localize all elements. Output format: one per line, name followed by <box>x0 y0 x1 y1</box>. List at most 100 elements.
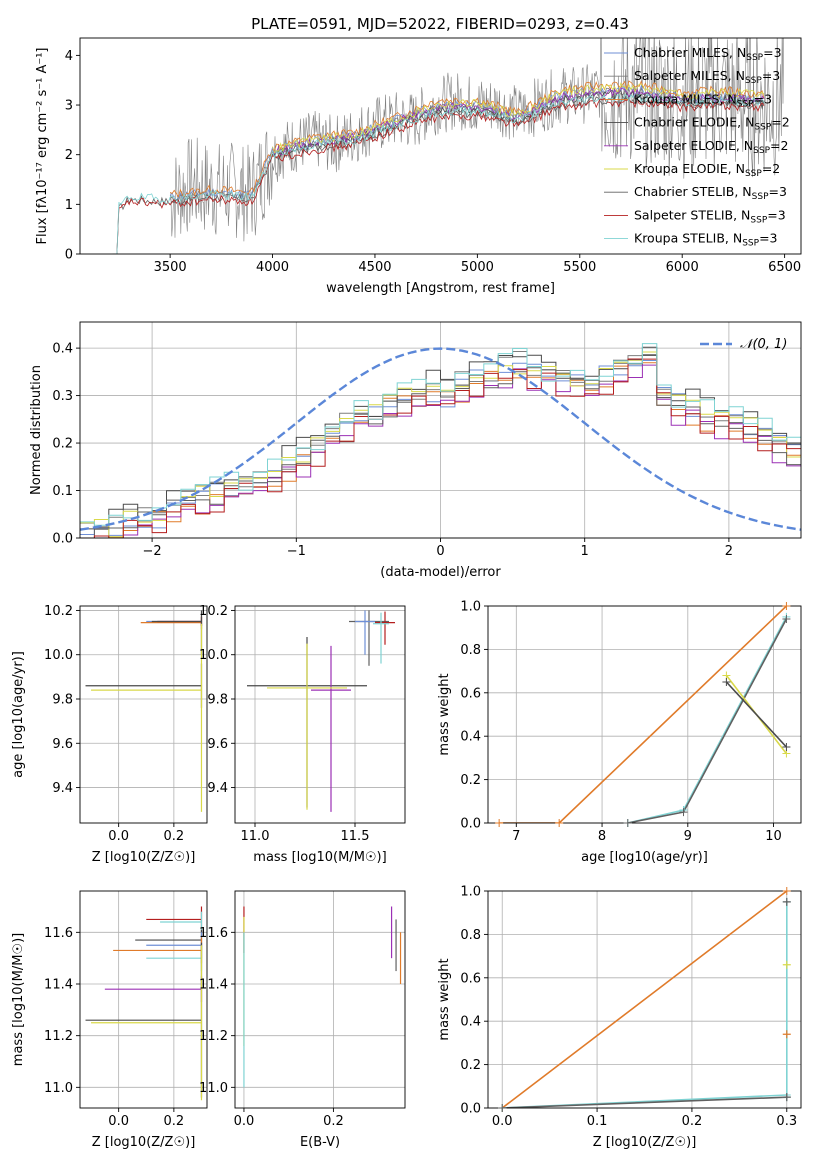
y-tick-label: 10.0 <box>44 648 73 663</box>
weight-marker <box>555 819 564 827</box>
panel-mass-vs-Z: 0.0 0.2 11.0 11.2 11.4 11.6 Z [log10(Z/Z☉)] mas… <box>11 890 208 1150</box>
x-axis-label: (data-model)/error <box>380 565 501 580</box>
x-axis-label: mass [log10(M/M☉)] <box>253 850 386 865</box>
y-tick-label: 0.6 <box>460 971 481 986</box>
normal-curve <box>80 347 801 531</box>
y-tick-label: 11.0 <box>44 1081 73 1096</box>
panel-weight-vs-age: 7 8 9 10 0.0 0.2 0.4 0.6 0.8 1.0 age [log10(age/yr… <box>437 600 802 865</box>
y-axis-label: Normed distribution <box>29 365 44 495</box>
y-tick-label: 4 <box>65 49 73 64</box>
y-tick-label: 0.8 <box>460 928 481 943</box>
plot-area <box>80 343 801 538</box>
y-tick-label: 0.8 <box>460 643 481 658</box>
plot-area <box>85 906 203 1101</box>
y-tick-label: 9.8 <box>52 693 73 708</box>
y-tick-label: 0.2 <box>460 773 481 788</box>
y-tick-label: 11.2 <box>199 1029 228 1044</box>
weight-marker <box>782 960 791 969</box>
y-axis-label: Flux [fλ10⁻¹⁷ erg cm⁻² s⁻¹ A⁻¹] <box>35 48 50 245</box>
y-tick-label: 9.8 <box>207 693 228 708</box>
x-tick-label: 11.0 <box>241 829 270 844</box>
plot-area <box>112 38 784 254</box>
y-tick-label: 0.4 <box>460 1015 481 1030</box>
residual-histogram <box>80 364 801 538</box>
figure-title: PLATE=0591, MJD=52022, FIBERID=0293, z=0… <box>251 15 629 33</box>
y-axis-label: mass weight <box>437 673 452 755</box>
x-axis-label: Z [log10(Z/Z☉)] <box>593 1135 697 1150</box>
x-tick-label: 6500 <box>768 260 801 275</box>
weight-marker <box>782 743 791 752</box>
legend-label: Kroupa MILES, NSSP=3 <box>634 91 772 109</box>
weight-marker <box>498 1104 507 1112</box>
x-tick-label: 0.0 <box>492 1114 513 1129</box>
x-tick-label: 2 <box>725 544 733 559</box>
y-tick-label: 11.0 <box>199 1081 228 1096</box>
weight-marker <box>782 602 791 610</box>
y-tick-label: 0.4 <box>460 730 481 745</box>
model-spectrum-line <box>169 84 765 201</box>
y-tick-label: 0.2 <box>52 437 73 452</box>
x-tick-label: 10 <box>765 829 782 844</box>
legend-label: Chabrier STELIB, NSSP=3 <box>634 184 787 202</box>
y-axis-label: mass weight <box>437 958 452 1040</box>
weight-marker <box>782 887 791 895</box>
y-tick-label: 11.6 <box>199 926 228 941</box>
y-tick-label: 1 <box>65 198 73 213</box>
x-axis-label: E(B-V) <box>300 1135 340 1150</box>
x-tick-label: 0.2 <box>323 1114 344 1129</box>
weight-marker <box>495 819 504 827</box>
weight-marker <box>722 677 731 686</box>
axes-frame <box>487 890 802 1109</box>
y-axis-label: mass [log10(M/M☉)] <box>11 933 26 1066</box>
y-tick-label: 10.2 <box>44 604 73 619</box>
y-tick-label: 0.4 <box>52 342 73 357</box>
y-tick-label: 3 <box>65 99 73 114</box>
x-tick-label: 3500 <box>154 260 187 275</box>
weight-line <box>501 891 788 1108</box>
x-tick-label: 0.2 <box>164 829 185 844</box>
axes-frame <box>79 890 208 1109</box>
y-tick-label: 0.6 <box>460 686 481 701</box>
x-tick-label: 11.5 <box>341 829 370 844</box>
x-axis-label: Z [log10(Z/Z☉)] <box>92 1135 196 1150</box>
y-tick-label: 1.0 <box>460 885 481 900</box>
legend-label: 𝒩(0, 1) <box>740 337 787 352</box>
residual-histogram <box>80 358 801 538</box>
y-tick-label: 11.4 <box>199 978 228 993</box>
y-tick-label: 11.6 <box>44 926 73 941</box>
x-tick-label: 0.1 <box>587 1114 608 1129</box>
axes-frame <box>79 605 208 824</box>
panel-mass-vs-EBV: 0.0 0.2 11.0 11.2 11.4 11.6 E(B-V) <box>199 890 406 1150</box>
y-tick-label: 1.0 <box>460 600 481 615</box>
y-tick-label: 2 <box>65 148 73 163</box>
x-axis-label: wavelength [Angstrom, rest frame] <box>326 281 555 296</box>
y-tick-label: 0.0 <box>52 532 73 547</box>
panel-age-vs-Z: 0.0 0.2 9.4 9.6 9.8 10.0 10.2 Z [log10(Z/Z☉)] ag… <box>11 604 208 865</box>
legend-label: Kroupa STELIB, NSSP=3 <box>634 231 778 249</box>
y-tick-label: 9.4 <box>207 781 228 796</box>
weight-line <box>627 616 788 823</box>
x-tick-label: 0.2 <box>682 1114 703 1129</box>
y-tick-label: 0.3 <box>52 389 73 404</box>
y-tick-label: 10.2 <box>199 604 228 619</box>
weight-marker <box>782 615 791 624</box>
y-tick-label: 10.0 <box>199 648 228 663</box>
x-tick-label: 6000 <box>666 260 699 275</box>
x-tick-label: 8 <box>598 829 606 844</box>
y-tick-label: 11.4 <box>44 978 73 993</box>
y-tick-label: 0.2 <box>460 1058 481 1073</box>
y-tick-label: 9.6 <box>52 737 73 752</box>
x-tick-label: −2 <box>143 544 162 559</box>
y-tick-label: 9.6 <box>207 737 228 752</box>
x-axis-label: age [log10(age/yr)] <box>581 850 708 865</box>
plot-area <box>85 610 203 812</box>
panel-spectrum: 3500 4000 4500 5000 5500 6000 6500 0 1 2 3 4 wavelen… <box>35 37 802 296</box>
y-tick-label: 9.4 <box>52 781 73 796</box>
legend: Chabrier MILES, NSSP=3 Salpeter MILES, NS… <box>604 45 790 249</box>
legend-label: Chabrier MILES, NSSP=3 <box>634 45 782 63</box>
weight-marker <box>782 1093 791 1102</box>
axes-frame <box>487 605 802 824</box>
weight-line <box>502 1096 787 1108</box>
x-tick-label: 1 <box>581 544 589 559</box>
x-tick-label: 4500 <box>358 260 391 275</box>
